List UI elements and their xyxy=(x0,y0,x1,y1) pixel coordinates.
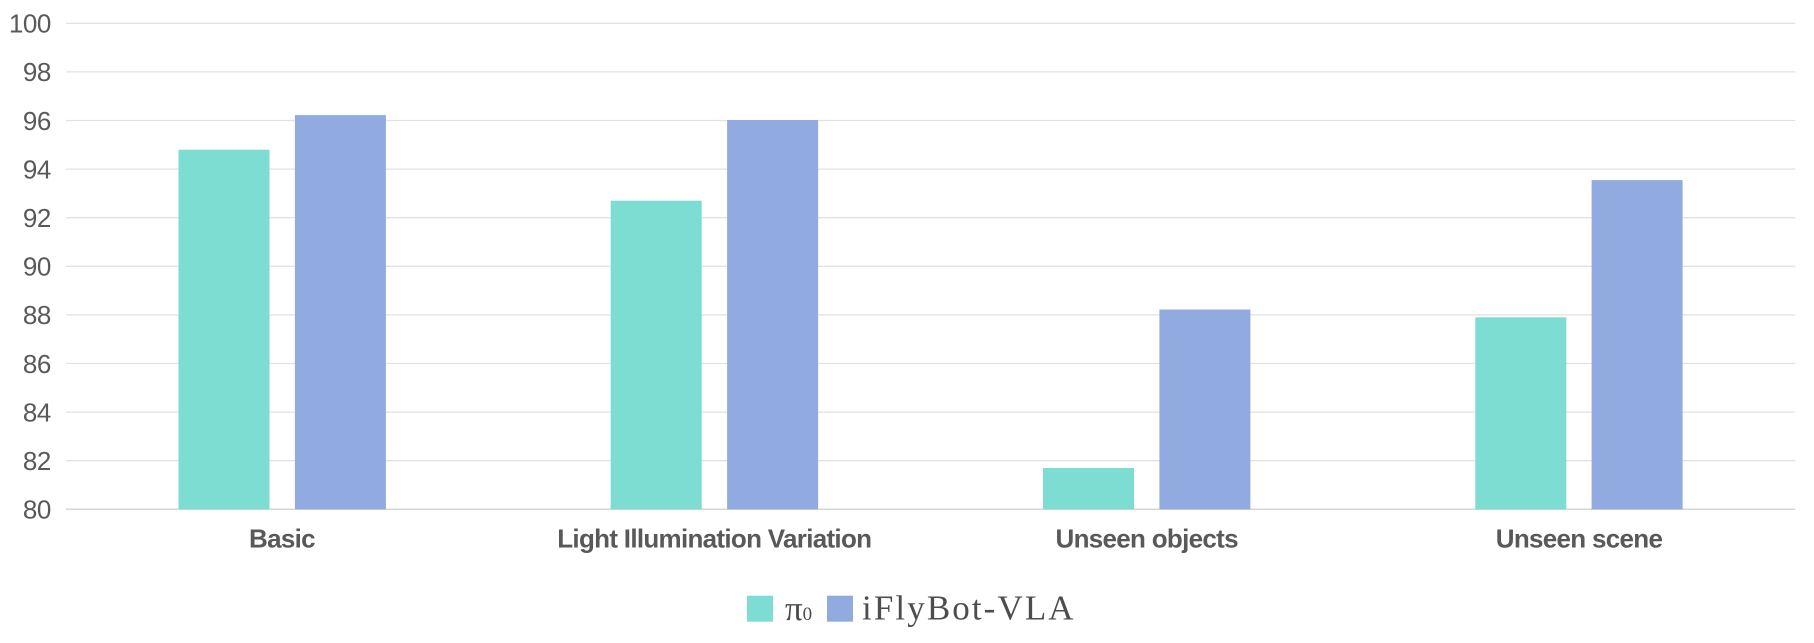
svg-text:88: 88 xyxy=(23,300,51,330)
svg-text:82: 82 xyxy=(23,446,51,476)
svg-text:Basic: Basic xyxy=(249,524,315,554)
svg-text:iFlyBot-VLA: iFlyBot-VLA xyxy=(862,588,1076,627)
svg-text:84: 84 xyxy=(23,397,51,427)
svg-text:96: 96 xyxy=(23,106,51,136)
svg-text:86: 86 xyxy=(23,349,51,379)
svg-text:90: 90 xyxy=(23,252,51,282)
svg-text:Unseen objects: Unseen objects xyxy=(1056,524,1239,554)
svg-text:Light Illumination Variation: Light Illumination Variation xyxy=(557,524,871,554)
svg-text:Unseen scene: Unseen scene xyxy=(1496,524,1663,554)
svg-text:98: 98 xyxy=(23,57,51,87)
svg-text:94: 94 xyxy=(23,154,51,184)
svg-text:80: 80 xyxy=(23,495,51,525)
svg-text:92: 92 xyxy=(23,203,51,233)
svg-text:100: 100 xyxy=(9,9,51,39)
